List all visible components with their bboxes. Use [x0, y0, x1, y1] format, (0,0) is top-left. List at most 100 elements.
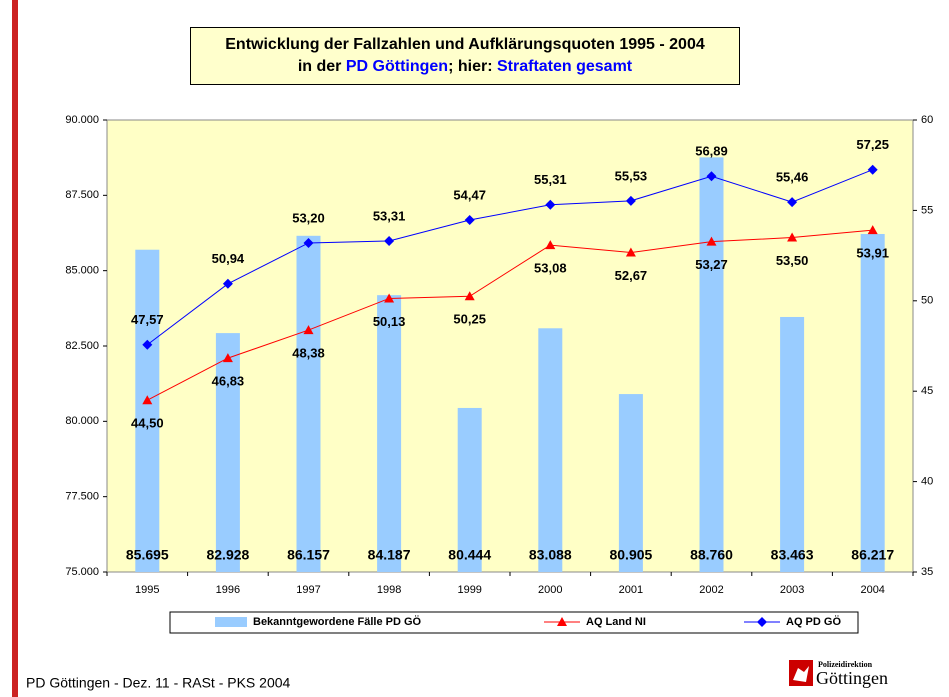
line-point [464, 214, 475, 225]
line [146, 169, 873, 346]
bar [135, 249, 160, 572]
line-point [787, 232, 798, 242]
subtitle-part: in der [297, 58, 342, 75]
side-bar [12, 0, 18, 697]
y2-tick-label: 40 [921, 476, 933, 488]
logo: Polizeidirektion Göttingen [789, 660, 888, 688]
y2-tick-label: 55 [921, 204, 933, 216]
y2-tick-label: 35 [921, 566, 933, 578]
line-label: 50,25 [453, 312, 486, 327]
line-point [384, 293, 395, 303]
legend-marker [557, 617, 567, 626]
line-label: 55,46 [776, 170, 809, 185]
line-label: 55,53 [615, 168, 648, 183]
line-label: 52,67 [615, 268, 648, 283]
legend-swatch [215, 617, 247, 627]
logo-top: Polizeidirektion [818, 660, 873, 669]
legend-label: AQ Land NI [586, 616, 646, 628]
footer: PD Göttingen - Dez. 11 - RASt - PKS 2004 [26, 675, 291, 691]
line-label: 47,57 [131, 312, 164, 327]
line-point [464, 291, 475, 301]
line-label: 57,25 [856, 137, 889, 152]
line-point [142, 339, 153, 350]
bar-label: 86.157 [287, 547, 330, 563]
line-label: 53,91 [856, 246, 889, 261]
line-point [867, 164, 878, 175]
bar-label: 88.760 [690, 547, 733, 563]
line-label: 50,94 [212, 251, 245, 266]
y2-tick-label: 45 [921, 385, 933, 397]
chart-subtitle: in der PD Göttingen; hier: Straftaten ge… [191, 56, 739, 78]
line-label: 53,27 [695, 257, 728, 272]
x-tick-label: 2003 [780, 584, 804, 596]
line-point [787, 197, 798, 208]
line-label: 56,89 [695, 144, 728, 159]
legend [169, 611, 859, 634]
legend-label: AQ PD GÖ [786, 615, 841, 628]
y-tick-label: 82.500 [65, 340, 99, 352]
subtitle-part: PD Göttingen [345, 58, 449, 75]
plot-area [106, 119, 914, 573]
bar-label: 82.928 [206, 547, 249, 563]
bar-label: 83.463 [771, 547, 814, 563]
y-tick-label: 75.000 [65, 566, 99, 578]
y-tick-label: 87.500 [65, 189, 99, 201]
x-tick-label: 2000 [538, 584, 562, 596]
line-label: 44,50 [131, 416, 164, 431]
line-label: 50,13 [373, 314, 406, 329]
bar [457, 407, 482, 572]
bar [296, 235, 321, 572]
x-tick-label: 2004 [860, 584, 884, 596]
line-label: 53,50 [776, 253, 809, 268]
bar [215, 333, 240, 572]
line-point [303, 237, 314, 248]
y-tick-label: 85.000 [65, 265, 99, 277]
bar [377, 295, 402, 572]
bar-label: 85.695 [126, 547, 169, 563]
subtitle-part: Straftaten gesamt [496, 58, 633, 75]
line-point [706, 236, 717, 246]
title-box: Entwicklung der Fallzahlen und Aufklärun… [190, 27, 740, 85]
line-point [706, 171, 717, 182]
bar-label: 84.187 [368, 547, 411, 563]
line [147, 229, 873, 401]
line-point [625, 195, 636, 206]
line-point [545, 240, 556, 250]
logo-bottom: Göttingen [816, 668, 888, 688]
line-label: 53,08 [534, 261, 567, 276]
line-point [222, 278, 233, 289]
bar-label: 86.217 [851, 547, 894, 563]
subtitle-part: ; hier: [448, 58, 493, 75]
line-label: 48,38 [292, 346, 325, 361]
x-tick-label: 1998 [377, 584, 401, 596]
bar-label: 83.088 [529, 547, 572, 563]
line-label: 53,20 [292, 210, 325, 225]
y-tick-label: 80.000 [65, 415, 99, 427]
line-label: 54,47 [453, 187, 486, 202]
x-tick-label: 1996 [216, 584, 240, 596]
line-point [625, 247, 636, 257]
line-point [222, 353, 233, 363]
x-tick-label: 1999 [457, 584, 481, 596]
line-point [303, 325, 314, 335]
bar [699, 157, 724, 572]
line-label: 53,31 [373, 208, 406, 223]
y-tick-label: 77.500 [65, 491, 99, 503]
line-point [142, 395, 153, 405]
bar-label: 80.444 [448, 547, 491, 563]
chart-title: Entwicklung der Fallzahlen und Aufklärun… [225, 36, 705, 53]
logo-horse [793, 666, 809, 682]
bar [538, 328, 563, 572]
line-label: 46,83 [212, 374, 245, 389]
x-tick-label: 1995 [135, 584, 159, 596]
legend-marker [757, 617, 767, 627]
y2-tick-label: 50 [921, 295, 933, 307]
bar [860, 233, 885, 573]
y2-tick-label: 60 [921, 114, 933, 126]
line-point [384, 235, 395, 246]
bar-label: 80.905 [609, 547, 652, 563]
x-tick-label: 2001 [619, 584, 643, 596]
x-tick-label: 2002 [699, 584, 723, 596]
